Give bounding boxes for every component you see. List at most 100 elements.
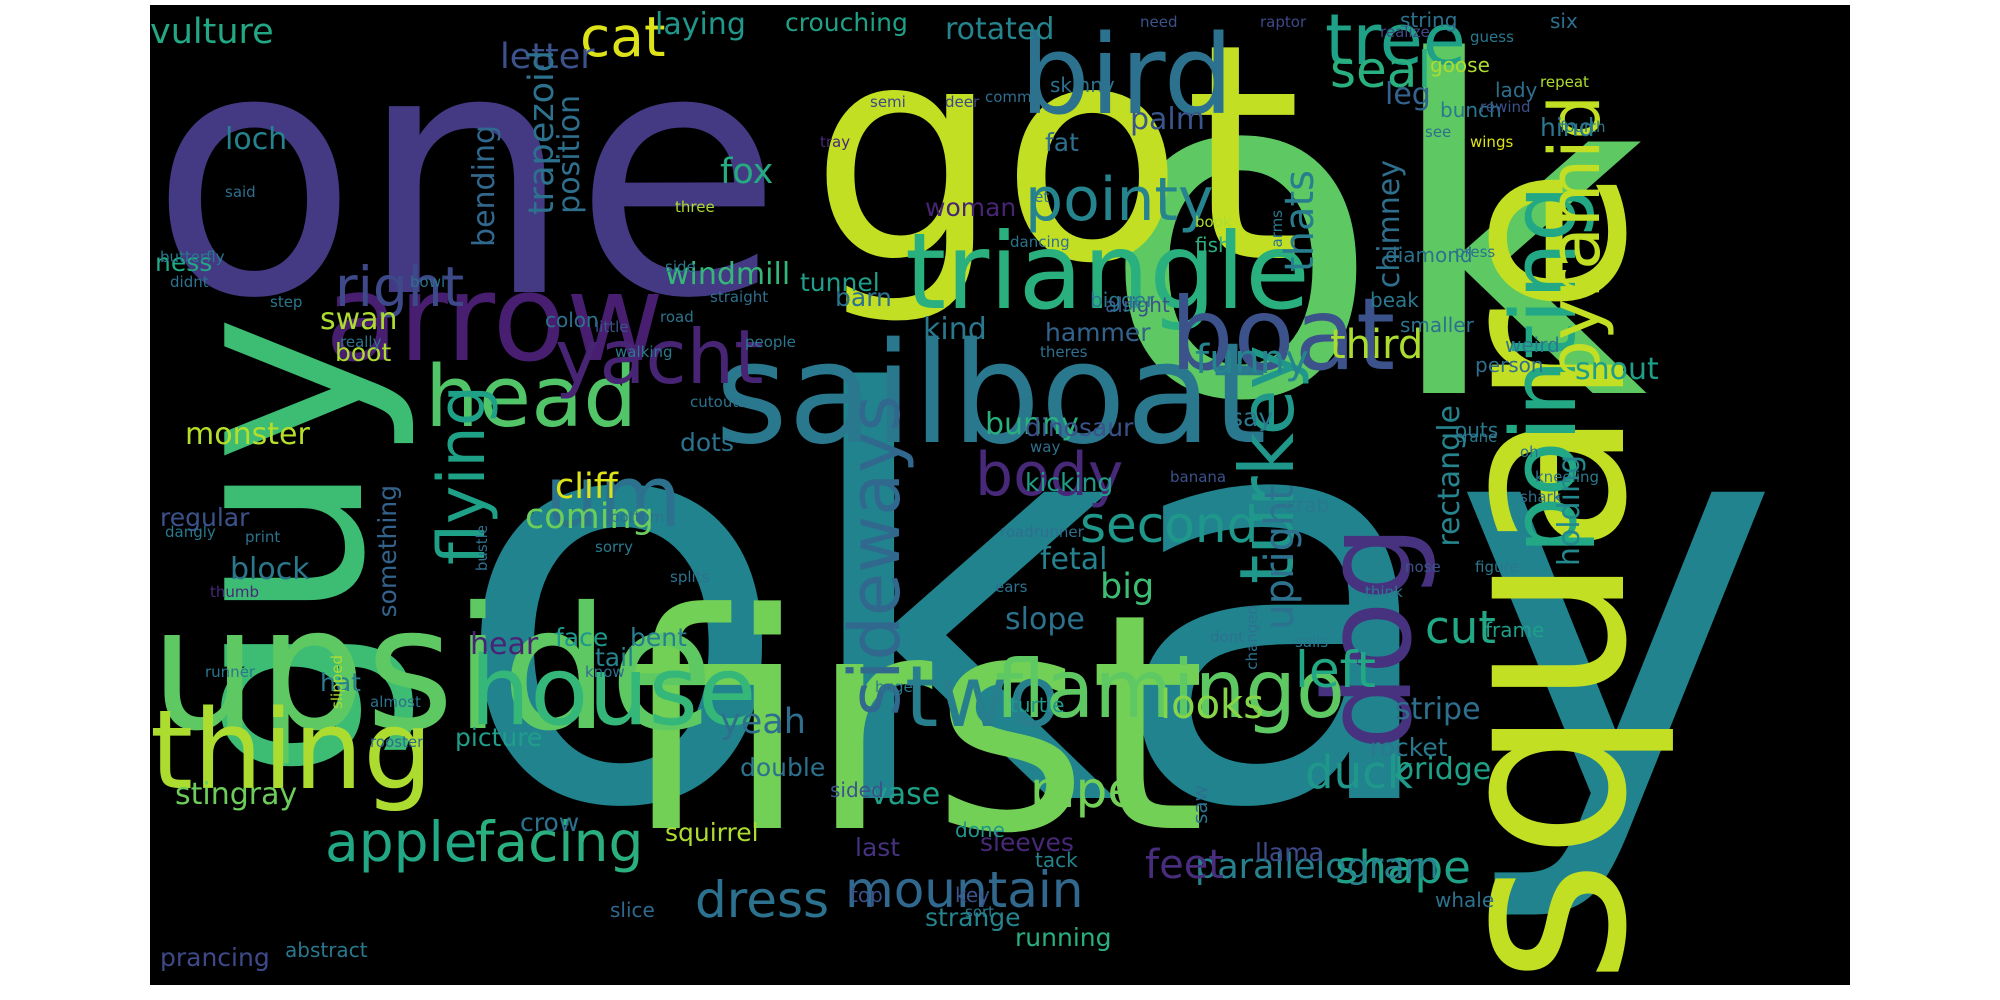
cloud-word: weird <box>1505 333 1560 357</box>
cloud-word: body <box>975 440 1124 510</box>
cloud-word: triangle <box>905 211 1310 333</box>
cloud-word: semi <box>870 93 906 111</box>
cloud-word: something <box>373 485 402 618</box>
cloud-word: sided <box>830 778 884 802</box>
cloud-word: got <box>810 5 1302 329</box>
cloud-word: last <box>855 833 901 862</box>
cloud-word: bending <box>467 125 502 247</box>
cloud-word: fox <box>720 152 774 192</box>
cloud-word: cliff <box>555 467 618 507</box>
cloud-word: figure <box>1475 558 1519 576</box>
cloud-word: two <box>905 648 1060 747</box>
cloud-word: realize <box>1380 23 1430 41</box>
cloud-word: head <box>425 348 638 447</box>
cloud-word: llama <box>1255 838 1324 867</box>
cloud-word: crouching <box>785 8 908 37</box>
cloud-word: yeah <box>720 702 806 742</box>
cloud-word: see <box>1425 123 1452 141</box>
cloud-word: tail <box>595 643 635 672</box>
word-cloud: okay ok got one first guy square arrow upside sai… <box>150 5 1850 985</box>
cloud-word: theres <box>1040 343 1088 361</box>
cloud-word: crab <box>1285 493 1330 517</box>
cloud-word: way <box>1030 438 1061 456</box>
cloud-word: rotated <box>945 12 1055 47</box>
cloud-word: three <box>675 198 715 216</box>
cloud-word: key <box>955 883 991 907</box>
cloud-word: sleeves <box>980 828 1074 857</box>
cloud-word: letter <box>500 37 595 77</box>
cloud-word: third <box>1330 322 1424 368</box>
cloud-word: beak <box>1370 288 1419 312</box>
cloud-word: let <box>1030 188 1050 206</box>
cloud-word: flamingo <box>995 643 1345 736</box>
cloud-word: strange <box>925 903 1021 932</box>
cloud-word: bowl <box>410 273 446 291</box>
cloud-word: press <box>1455 243 1496 261</box>
cloud-word: okay <box>450 279 1782 931</box>
cloud-word: book <box>1195 213 1232 231</box>
cloud-word: crane <box>1455 428 1498 446</box>
cloud-word: raptor <box>1260 13 1307 31</box>
cloud-word: turtle <box>1010 693 1065 717</box>
cloud-word: big <box>1100 567 1155 607</box>
cloud-word: colon <box>545 308 599 332</box>
cloud-word: swan <box>320 302 398 337</box>
cloud-word: shape <box>1335 841 1471 894</box>
cloud-word: hat <box>320 668 361 697</box>
cloud-word: didnt <box>170 273 209 291</box>
cloud-word: diamond <box>1385 243 1473 267</box>
cloud-word: barn <box>835 283 892 312</box>
cloud-word: chimney <box>1372 160 1407 289</box>
cloud-word: loch <box>225 122 288 157</box>
cloud-word: bigger <box>1090 288 1155 312</box>
cloud-word: dinosaur <box>1025 413 1134 442</box>
cloud-word: vulture <box>150 12 274 52</box>
cloud-word: bustle <box>473 525 491 572</box>
cloud-word: know <box>585 663 625 681</box>
cloud-word: six <box>1550 9 1578 33</box>
cloud-word: said <box>225 183 256 201</box>
cloud-word: ears <box>995 578 1028 596</box>
cloud-word: changed <box>1243 605 1261 670</box>
cloud-word: dots <box>680 428 734 457</box>
cloud-word: almost <box>370 693 421 711</box>
cloud-word: windmill <box>665 257 791 292</box>
cloud-word: saw <box>1188 785 1212 825</box>
cloud-word: smaller <box>1400 313 1474 337</box>
cloud-word: house <box>470 637 757 747</box>
cloud-word: left <box>1295 641 1376 699</box>
cloud-word: tray <box>820 133 851 151</box>
cloud-word: slice <box>610 898 655 922</box>
cloud-word: cut <box>1425 601 1496 654</box>
cloud-word: side <box>665 258 696 276</box>
cloud-word: think <box>1365 583 1403 601</box>
cloud-word: banana <box>1170 468 1227 486</box>
cloud-word: step <box>270 293 303 311</box>
cloud-word: slope <box>1005 602 1085 637</box>
cloud-word: wings <box>1470 133 1514 151</box>
cloud-word: second <box>1080 496 1259 554</box>
cloud-word: frame <box>1485 618 1545 642</box>
cloud-word: tack <box>1035 848 1078 872</box>
cloud-word: bunny <box>985 407 1079 442</box>
cloud-word: sails <box>1295 633 1329 651</box>
cloud-word: sailboat <box>715 313 1267 476</box>
cloud-word: dress <box>695 871 830 929</box>
cloud-word: right <box>335 255 465 319</box>
cloud-word: alright <box>1105 293 1170 317</box>
cloud-word: little <box>595 318 629 336</box>
cloud-word: stripe <box>1395 692 1481 727</box>
cloud-word: block <box>230 552 310 587</box>
cloud-word: sideways <box>834 395 916 717</box>
cloud-word: walking <box>615 343 673 361</box>
cloud-word: top <box>850 883 883 907</box>
cloud-word: um <box>545 448 682 547</box>
cloud-word: road <box>660 308 694 326</box>
cloud-word: monster <box>185 417 310 452</box>
cloud-word: looks <box>1160 682 1265 728</box>
cloud-word: face <box>555 623 609 652</box>
cloud-word: regular <box>160 503 250 532</box>
cloud-word: woman <box>925 193 1017 222</box>
cloud-word: people <box>745 333 796 351</box>
cloud-word: dont <box>1210 628 1245 646</box>
